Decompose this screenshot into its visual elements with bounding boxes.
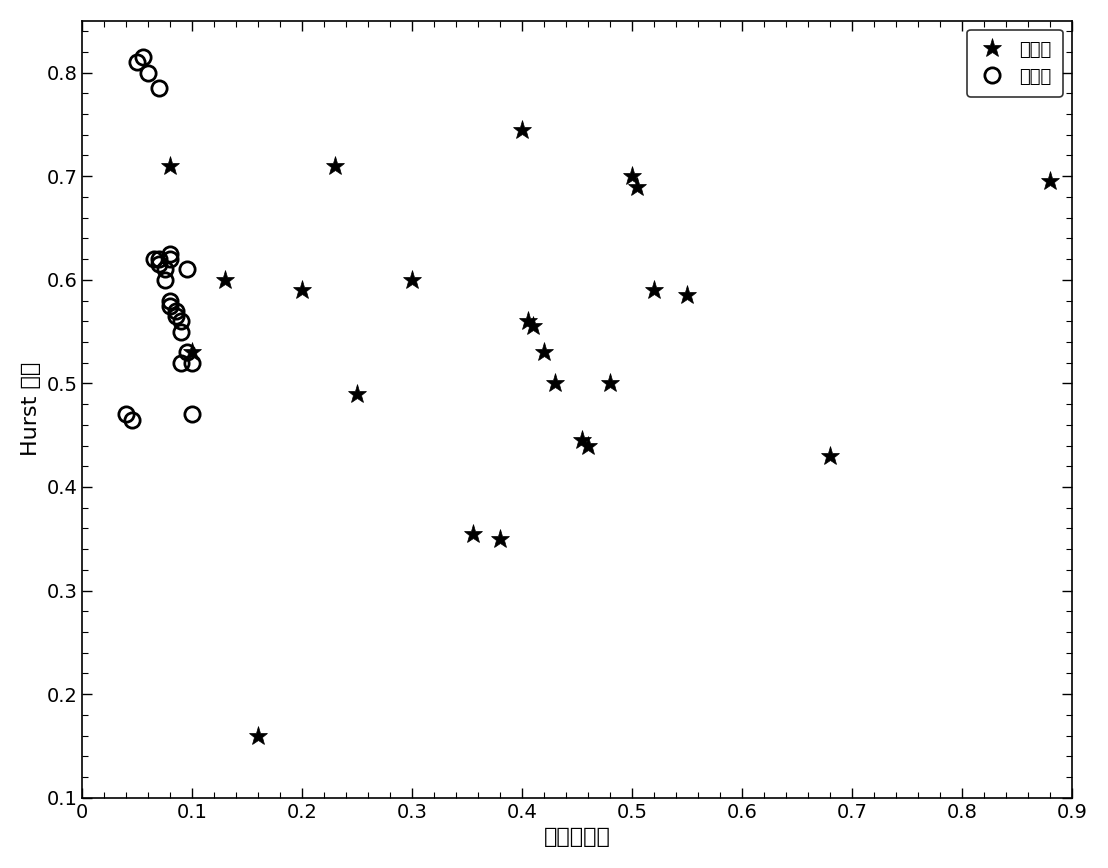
无缺陷 (185, 410, 198, 420)
无缺陷 (136, 52, 150, 62)
无缺陷 (147, 253, 161, 264)
无缺陷 (164, 300, 177, 311)
有缺陷 (526, 321, 540, 332)
无缺陷 (142, 68, 155, 78)
有缺陷 (604, 378, 617, 389)
无缺陷 (153, 253, 166, 264)
有缺陷 (218, 274, 232, 285)
无缺陷 (153, 83, 166, 94)
有缺陷 (1043, 176, 1056, 187)
无缺陷 (153, 259, 166, 269)
有缺陷 (576, 435, 589, 445)
无缺陷 (170, 306, 183, 316)
有缺陷 (823, 450, 837, 461)
无缺陷 (158, 264, 172, 274)
无缺陷 (170, 311, 183, 321)
有缺陷 (548, 378, 562, 389)
有缺陷 (328, 161, 341, 171)
有缺陷 (164, 161, 177, 171)
有缺陷 (296, 285, 309, 295)
有缺陷 (537, 347, 551, 358)
无缺陷 (164, 249, 177, 260)
有缺陷 (493, 534, 506, 544)
有缺陷 (647, 285, 660, 295)
无缺陷 (120, 410, 133, 420)
有缺陷 (252, 730, 265, 740)
有缺陷 (630, 181, 644, 192)
无缺陷 (125, 414, 138, 424)
Y-axis label: Hurst 指数: Hurst 指数 (21, 362, 41, 457)
无缺陷 (179, 264, 193, 274)
无缺陷 (179, 347, 193, 358)
Line: 无缺陷: 无缺陷 (119, 49, 199, 427)
Line: 有缺陷: 有缺陷 (161, 120, 1059, 746)
有缺陷 (465, 529, 479, 539)
有缺陷 (625, 171, 638, 181)
无缺陷 (158, 274, 172, 285)
无缺陷 (131, 57, 144, 68)
X-axis label: 分形线性度: 分形线性度 (544, 827, 611, 847)
无缺陷 (175, 316, 188, 326)
无缺陷 (185, 358, 198, 368)
有缺陷 (515, 124, 529, 135)
无缺陷 (164, 295, 177, 306)
有缺陷 (582, 440, 595, 450)
有缺陷 (185, 347, 198, 358)
有缺陷 (350, 389, 363, 399)
有缺陷 (680, 290, 694, 300)
有缺陷 (406, 274, 419, 285)
无缺陷 (175, 358, 188, 368)
无缺陷 (164, 253, 177, 264)
Legend: 有缺陷, 无缺陷: 有缺陷, 无缺陷 (967, 30, 1063, 96)
有缺陷 (521, 316, 534, 326)
无缺陷 (175, 326, 188, 337)
